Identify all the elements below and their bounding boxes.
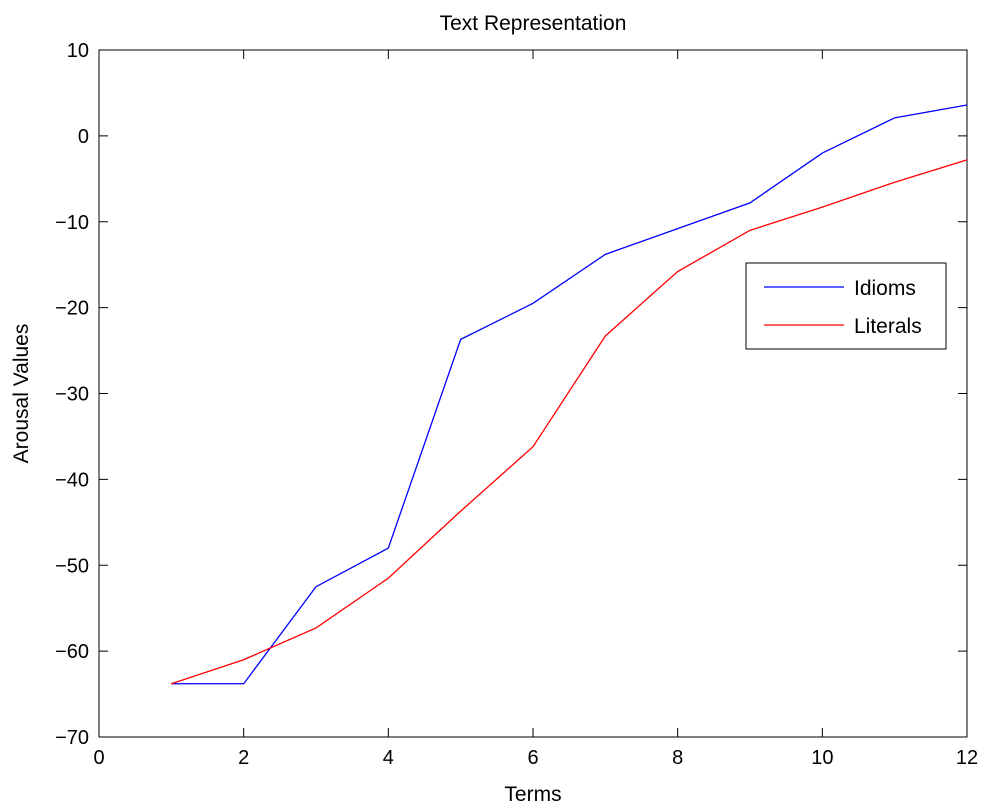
x-tick-label: 8 [672,747,683,769]
x-tick-label: 0 [93,747,104,769]
y-tick-label: 0 [78,126,89,148]
legend-label-idioms: Idioms [854,277,916,300]
y-tick-label: −10 [55,212,89,234]
x-tick-label: 6 [527,747,538,769]
y-tick-label: −70 [55,727,89,749]
chart-title: Text Representation [440,12,627,35]
x-tick-label: 2 [238,747,249,769]
y-tick-label: −20 [55,298,89,320]
legend: Idioms Literals [746,263,946,349]
y-tick-label: −30 [55,384,89,406]
legend-label-literals: Literals [854,315,922,338]
x-axis-label: Terms [504,783,561,806]
y-tick-label: −40 [55,469,89,491]
y-tick-label: −50 [55,555,89,577]
x-tick-label: 12 [956,747,978,769]
y-tick-label: 10 [67,40,89,62]
plot-area [99,50,967,737]
y-axis-label: Arousal Values [10,324,33,464]
x-tick-label: 4 [383,747,394,769]
y-tick-label: −60 [55,641,89,663]
x-tick-label: 10 [811,747,833,769]
